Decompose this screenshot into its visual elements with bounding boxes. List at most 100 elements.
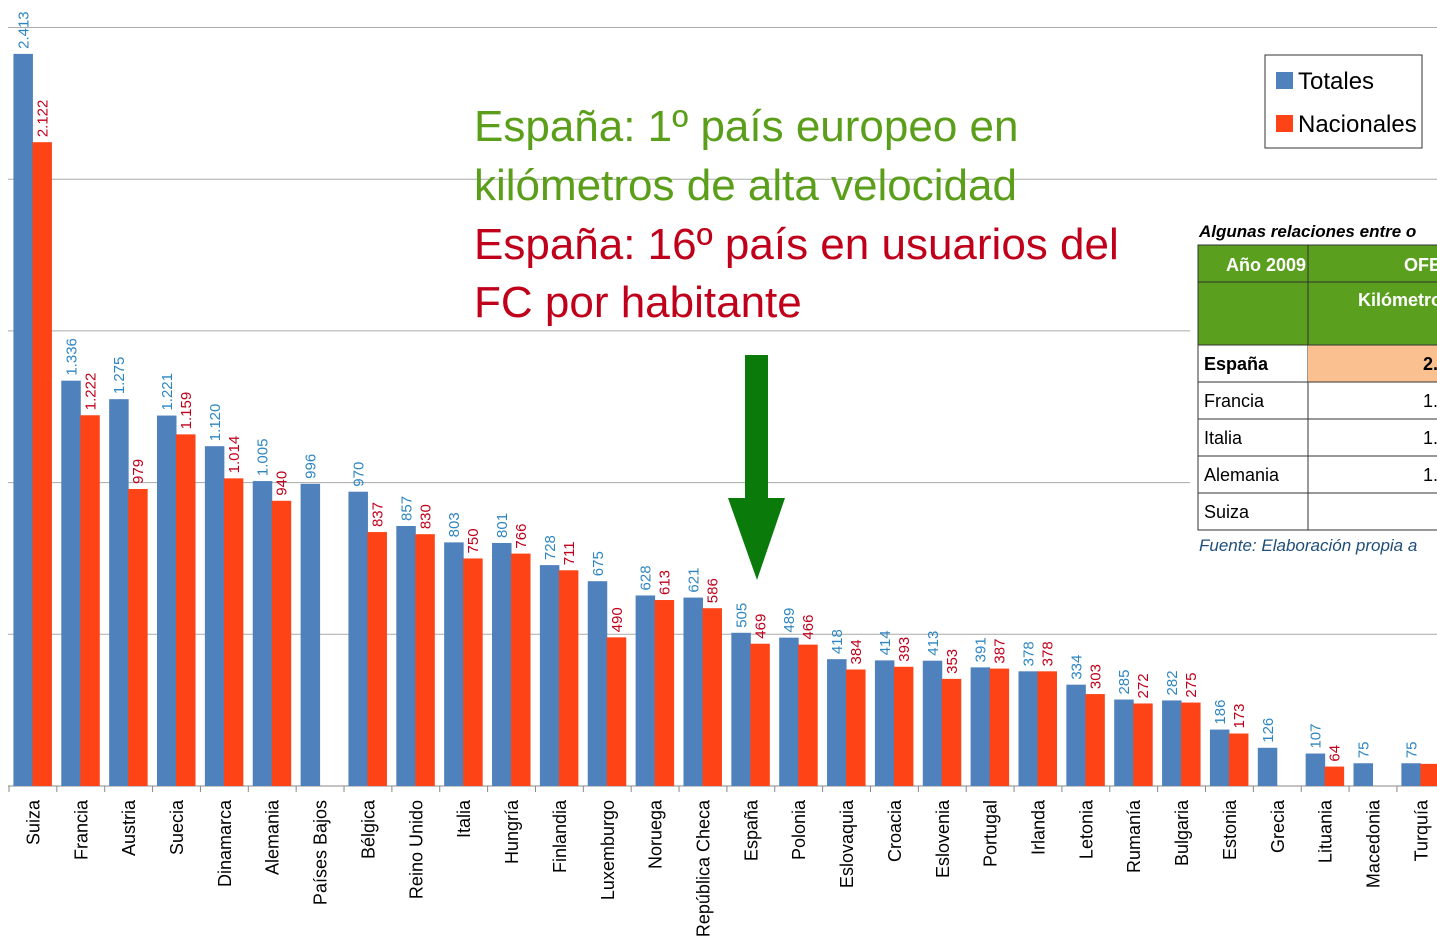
table-cell: Francia: [1204, 391, 1265, 411]
bar: [271, 500, 292, 786]
table-cell: Suiza: [1204, 502, 1250, 522]
legend-label: Nacionales: [1298, 111, 1417, 138]
data-label: 64: [1327, 745, 1344, 762]
annotation-text: kilómetros de alta velocidad: [474, 161, 1017, 210]
arrow-shaft: [745, 355, 768, 500]
data-label: 490: [609, 607, 626, 632]
bar: [702, 608, 722, 786]
table-header-cell: Año 2009: [1226, 255, 1306, 275]
data-label: 505: [733, 603, 750, 628]
bar: [1228, 733, 1249, 786]
data-label: 621: [685, 568, 702, 593]
data-label: 393: [896, 637, 913, 662]
x-tick-label: Suecia: [167, 799, 187, 855]
x-tick-label: Lituania: [1316, 799, 1336, 863]
table-header-cell: OFE: [1404, 255, 1437, 275]
x-tick-label: Finlandia: [550, 799, 570, 873]
data-label: 353: [944, 649, 961, 674]
bar: [128, 488, 148, 786]
legend-swatch: [1276, 72, 1293, 89]
data-label: 1.222: [82, 373, 99, 411]
data-label: 728: [542, 535, 559, 560]
data-label: 803: [446, 512, 463, 537]
data-label: 830: [417, 504, 434, 529]
x-tick-label: Francia: [71, 799, 91, 860]
data-label: 979: [130, 459, 147, 484]
x-tick-label: Suiza: [23, 799, 43, 845]
bar: [731, 632, 751, 786]
data-label: 173: [1231, 703, 1248, 728]
data-label: 1.014: [226, 436, 243, 474]
bar: [1353, 763, 1374, 786]
legend-box: [1264, 54, 1423, 149]
x-tick-label: Letonia: [1076, 799, 1096, 859]
x-tick-label: Noruega: [646, 799, 666, 869]
data-label: 750: [465, 528, 482, 553]
bar: [683, 597, 703, 786]
bar: [606, 637, 627, 786]
data-label: 391: [973, 637, 990, 662]
annotation-text: España: 1º país europeo en: [474, 102, 1018, 151]
bar: [80, 415, 100, 786]
data-label: 766: [513, 524, 530, 549]
bar: [1257, 747, 1278, 786]
table-highlight: [1308, 345, 1437, 382]
data-label: 2.413: [15, 11, 32, 49]
data-label: 940: [274, 471, 291, 496]
bar: [1181, 702, 1201, 786]
data-label: 837: [369, 502, 386, 527]
table-row: [1197, 492, 1437, 531]
data-label: 801: [494, 513, 511, 538]
bar: [109, 399, 129, 786]
bar: [989, 668, 1010, 786]
grid: [8, 27, 1437, 792]
annotation: España: 1º país europeo en kilómetros de…: [474, 102, 1119, 327]
x-tick-label: Bélgica: [358, 799, 378, 859]
x-tick-label: Eslovenia: [933, 799, 953, 878]
data-label: 2.122: [34, 100, 51, 138]
bar: [367, 532, 387, 786]
data-label: 1.120: [207, 404, 224, 442]
arrow-head: [728, 498, 785, 580]
data-label: 303: [1087, 664, 1104, 689]
bar: [1209, 729, 1230, 786]
annotation-text: España: 16º país en usuarios del: [474, 220, 1119, 269]
table-cell: 2.2: [1423, 354, 1437, 374]
data-label: 75: [1356, 742, 1373, 759]
bar: [157, 415, 177, 786]
bar: [300, 483, 321, 786]
data-label: 272: [1135, 673, 1152, 698]
data-label: 378: [1020, 641, 1037, 666]
bar: [798, 644, 818, 786]
table-header-cell: Kilómetro velocidad (: [1358, 290, 1437, 310]
bar: [348, 491, 368, 786]
bar: [492, 542, 512, 786]
data-label: 126: [1260, 718, 1277, 743]
data-label: 282: [1164, 670, 1181, 695]
data-label: 107: [1308, 724, 1325, 749]
data-label: 586: [704, 578, 721, 603]
table-header: [1197, 244, 1437, 346]
table: Algunas relaciones entre o Año 2009 OFE …: [1190, 215, 1437, 560]
data-label: 1.005: [255, 439, 272, 477]
data-label: 1.336: [63, 338, 80, 376]
table-cell: 1.3: [1423, 428, 1437, 448]
bar: [32, 142, 52, 787]
bar: [1162, 700, 1182, 786]
bar: [1066, 684, 1086, 786]
x-tick-label: España: [741, 799, 761, 861]
x-tick-label: Bulgaria: [1172, 799, 1192, 866]
data-label: 275: [1183, 673, 1200, 698]
bar: [1420, 763, 1437, 786]
data-label: 857: [398, 496, 415, 521]
x-tick-label: Grecia: [1268, 799, 1288, 853]
bar: [539, 565, 560, 786]
data-label: 75: [1403, 742, 1420, 759]
data-label: 378: [1039, 641, 1056, 666]
table-title: Algunas relaciones entre o: [1198, 222, 1416, 241]
data-label: 469: [752, 614, 769, 639]
data-label: 489: [781, 608, 798, 633]
data-label: 418: [829, 629, 846, 654]
bar: [1114, 699, 1134, 786]
